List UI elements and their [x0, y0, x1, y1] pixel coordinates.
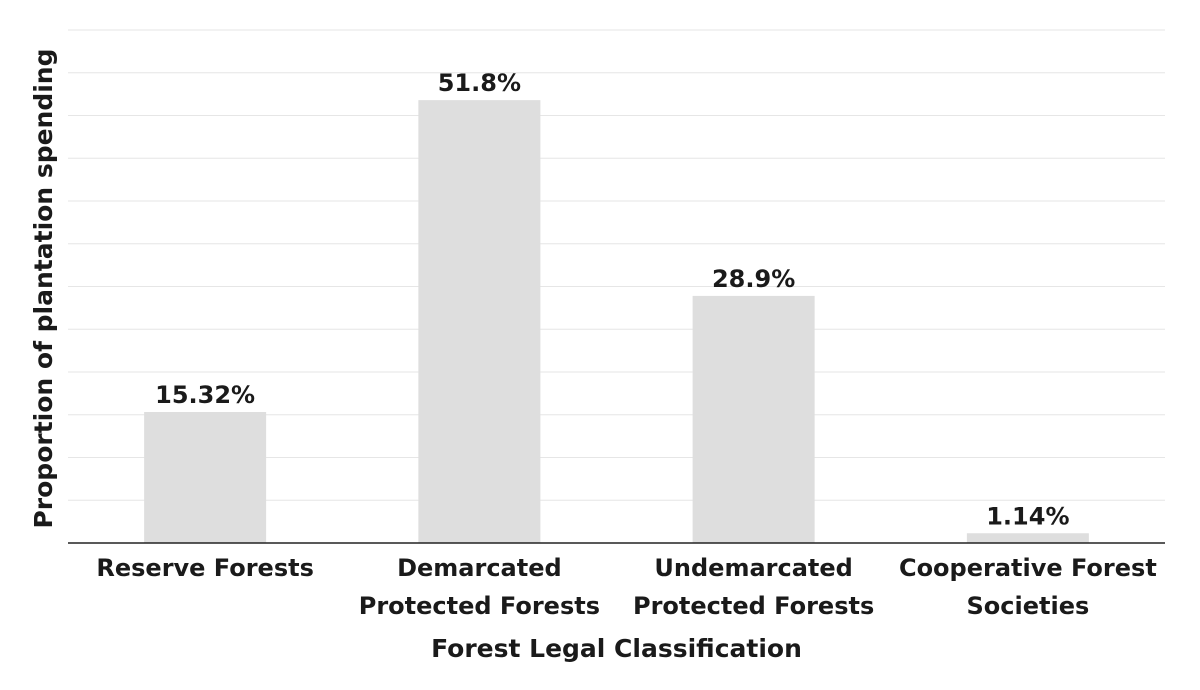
- x-axis-title: Forest Legal Classification: [431, 634, 802, 663]
- bar: [692, 295, 815, 543]
- x-tick-label: Reserve Forests: [96, 554, 314, 582]
- data-label: 1.14%: [986, 502, 1069, 530]
- x-tick-label: Cooperative Forest Societies: [899, 554, 1157, 620]
- x-tick-labels: Reserve Forests Demarcated Protected Fores…: [96, 554, 1156, 620]
- bar: [966, 533, 1089, 543]
- data-label: 28.9%: [712, 265, 795, 293]
- data-labels: 15.32% 51.8% 28.9% 1.14%: [155, 69, 1069, 530]
- bars: [144, 100, 1089, 544]
- data-label: 51.8%: [438, 69, 521, 97]
- data-label: 15.32%: [155, 381, 255, 409]
- y-axis-title: Proportion of plantation spending: [29, 48, 58, 528]
- bar: [144, 412, 267, 543]
- x-tick-label: Demarcated Protected Forests: [359, 554, 600, 620]
- bar: [418, 100, 541, 544]
- x-tick-label: Undemarcated Protected Forests: [633, 554, 874, 620]
